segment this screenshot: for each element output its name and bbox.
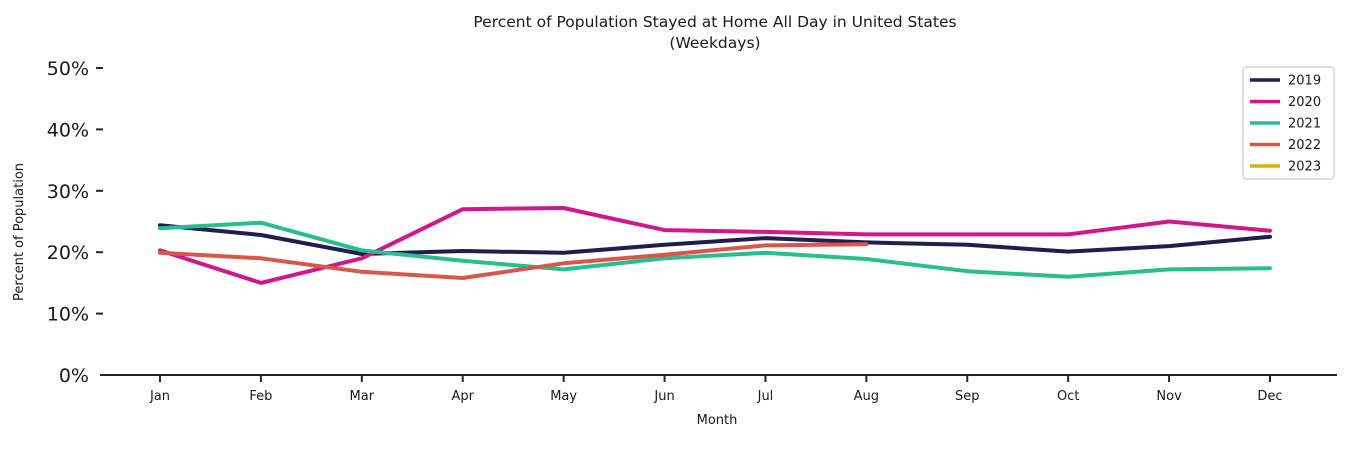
chart-title: Percent of Population Stayed at Home All… [473, 13, 956, 31]
y-tick-label: 0% [59, 365, 89, 387]
legend-label: 2023 [1288, 160, 1321, 175]
y-axis-ticks: 0% 10% 20% 30% 40% 50% [47, 58, 103, 387]
x-tick-label: Dec [1257, 389, 1282, 404]
y-tick-label: 10% [47, 304, 89, 326]
chart-subtitle: (Weekdays) [669, 34, 760, 52]
x-tick-label: Sep [955, 389, 980, 404]
y-tick-label: 20% [47, 242, 89, 264]
x-tick-label: Nov [1156, 389, 1182, 404]
legend-label: 2022 [1288, 138, 1321, 153]
y-axis-label: Percent of Population [12, 163, 27, 301]
y-tick-label: 40% [47, 119, 89, 141]
x-tick-label: Jul [757, 389, 774, 404]
legend-label: 2021 [1288, 117, 1321, 132]
x-tick-label: Apr [451, 389, 474, 404]
legend: 2019 2020 2021 2022 2023 [1242, 66, 1335, 180]
series-line-2020 [158, 206, 1272, 285]
series-line-2019 [158, 223, 1272, 256]
x-tick-label: Jun [653, 389, 674, 404]
x-axis-label: Month [697, 413, 738, 428]
legend-label: 2019 [1288, 74, 1321, 89]
series-lines [158, 206, 1272, 285]
x-tick-label: Feb [249, 389, 272, 404]
series-line-2022 [158, 242, 869, 280]
x-tick-label: May [550, 389, 577, 404]
x-axis-ticks: Jan Feb Mar Apr May Jun Jul Aug Sep Oct Nov Dec [149, 375, 1283, 404]
y-tick-label: 50% [47, 58, 89, 80]
x-tick-label: Mar [350, 389, 375, 404]
series-line-2021 [158, 220, 1272, 279]
legend-box [1242, 66, 1335, 180]
x-tick-label: Oct [1057, 389, 1079, 404]
legend-label: 2020 [1288, 95, 1321, 110]
x-tick-label: Jan [149, 389, 170, 404]
y-tick-label: 30% [47, 181, 89, 203]
x-tick-label: Aug [854, 389, 879, 404]
